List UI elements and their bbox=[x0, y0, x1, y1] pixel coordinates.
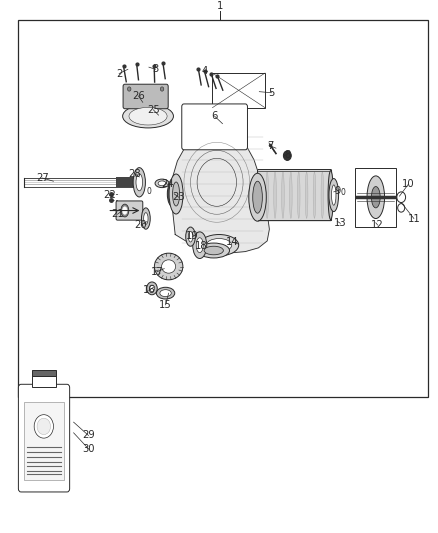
Bar bbox=[116, 177, 135, 188]
Text: 24: 24 bbox=[161, 180, 173, 189]
Circle shape bbox=[283, 151, 291, 160]
Text: 10: 10 bbox=[402, 180, 414, 189]
Ellipse shape bbox=[204, 246, 223, 255]
Ellipse shape bbox=[121, 204, 129, 217]
Ellipse shape bbox=[188, 231, 193, 242]
Ellipse shape bbox=[198, 243, 230, 258]
Ellipse shape bbox=[156, 287, 175, 299]
Ellipse shape bbox=[123, 104, 173, 128]
Ellipse shape bbox=[266, 172, 268, 219]
Ellipse shape bbox=[141, 208, 150, 229]
Ellipse shape bbox=[253, 181, 262, 213]
FancyBboxPatch shape bbox=[258, 169, 332, 221]
FancyBboxPatch shape bbox=[123, 84, 168, 109]
Ellipse shape bbox=[321, 172, 324, 219]
Ellipse shape bbox=[297, 172, 300, 219]
Bar bbox=[212, 73, 265, 108]
Text: 30: 30 bbox=[82, 444, 95, 454]
Ellipse shape bbox=[158, 181, 166, 186]
Ellipse shape bbox=[136, 174, 142, 191]
Bar bbox=[18, 20, 428, 397]
FancyBboxPatch shape bbox=[18, 384, 70, 492]
Text: 17: 17 bbox=[150, 267, 163, 277]
Circle shape bbox=[160, 87, 164, 91]
Text: 11: 11 bbox=[407, 214, 420, 223]
Ellipse shape bbox=[169, 174, 183, 214]
Ellipse shape bbox=[313, 172, 316, 219]
Ellipse shape bbox=[305, 172, 308, 219]
Text: 7: 7 bbox=[268, 141, 274, 151]
Ellipse shape bbox=[328, 171, 333, 220]
Ellipse shape bbox=[162, 260, 176, 273]
Ellipse shape bbox=[371, 187, 380, 208]
FancyBboxPatch shape bbox=[182, 104, 247, 150]
Text: 20: 20 bbox=[135, 220, 147, 230]
Ellipse shape bbox=[123, 207, 127, 214]
Text: 16: 16 bbox=[142, 286, 155, 295]
Text: 9: 9 bbox=[334, 186, 340, 196]
Ellipse shape bbox=[173, 182, 180, 206]
Text: 23: 23 bbox=[173, 192, 185, 202]
Text: 19: 19 bbox=[185, 231, 198, 240]
Ellipse shape bbox=[167, 181, 179, 207]
Circle shape bbox=[397, 192, 406, 203]
Bar bbox=[32, 376, 56, 387]
FancyBboxPatch shape bbox=[116, 201, 143, 220]
Text: 15: 15 bbox=[159, 300, 172, 310]
Ellipse shape bbox=[154, 253, 183, 280]
Ellipse shape bbox=[282, 172, 284, 219]
Ellipse shape bbox=[155, 179, 169, 188]
Text: 1: 1 bbox=[217, 2, 223, 11]
Text: 21: 21 bbox=[111, 209, 124, 219]
Text: 12: 12 bbox=[371, 220, 384, 230]
Text: 6: 6 bbox=[212, 111, 218, 121]
Text: 22: 22 bbox=[103, 190, 116, 200]
Text: 25: 25 bbox=[147, 105, 160, 115]
Text: 28: 28 bbox=[129, 169, 141, 179]
Text: 26: 26 bbox=[132, 91, 145, 101]
Text: 0: 0 bbox=[340, 189, 346, 197]
Ellipse shape bbox=[160, 290, 171, 296]
Ellipse shape bbox=[133, 167, 145, 197]
Text: 0: 0 bbox=[146, 188, 152, 196]
Circle shape bbox=[149, 285, 155, 292]
Text: 4: 4 bbox=[202, 67, 208, 76]
Ellipse shape bbox=[144, 213, 148, 224]
Ellipse shape bbox=[199, 235, 239, 256]
Ellipse shape bbox=[329, 179, 339, 212]
Text: 27: 27 bbox=[36, 173, 49, 183]
Ellipse shape bbox=[290, 172, 292, 219]
Ellipse shape bbox=[193, 232, 207, 259]
Ellipse shape bbox=[170, 187, 176, 201]
Ellipse shape bbox=[332, 185, 336, 205]
Ellipse shape bbox=[206, 239, 232, 252]
Ellipse shape bbox=[367, 176, 385, 219]
Bar bbox=[24, 402, 64, 480]
Ellipse shape bbox=[249, 173, 266, 221]
Text: 13: 13 bbox=[334, 219, 346, 228]
Text: 29: 29 bbox=[82, 431, 95, 440]
Text: 18: 18 bbox=[195, 241, 208, 251]
Circle shape bbox=[37, 418, 50, 434]
Text: 2: 2 bbox=[116, 69, 122, 78]
Circle shape bbox=[147, 282, 157, 295]
Bar bbox=[32, 370, 56, 376]
Polygon shape bbox=[171, 128, 269, 253]
Circle shape bbox=[127, 87, 131, 91]
Ellipse shape bbox=[196, 238, 203, 253]
Text: 8: 8 bbox=[284, 150, 290, 159]
Circle shape bbox=[398, 204, 405, 212]
Text: 5: 5 bbox=[268, 88, 275, 98]
Text: 14: 14 bbox=[226, 237, 238, 247]
Ellipse shape bbox=[186, 227, 195, 246]
Circle shape bbox=[34, 415, 53, 438]
Bar bbox=[355, 168, 396, 227]
Ellipse shape bbox=[129, 107, 167, 125]
Ellipse shape bbox=[274, 172, 276, 219]
Text: 3: 3 bbox=[152, 64, 159, 74]
